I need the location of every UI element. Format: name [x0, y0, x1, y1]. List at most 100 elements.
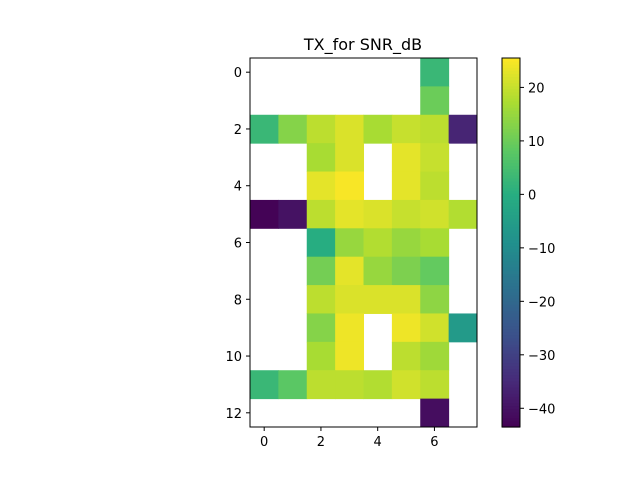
colorbar-segment: [502, 353, 520, 357]
colorbar-segment: [502, 171, 520, 176]
heatmap-cell: [306, 256, 336, 286]
heatmap-cell: [306, 228, 336, 258]
colorbar-segment: [502, 368, 520, 373]
colorbar-segment: [502, 279, 520, 284]
heatmap-cell: [335, 285, 365, 314]
colorbar-segment: [502, 156, 520, 161]
colorbar-gradient: [502, 58, 520, 428]
colorbar-segment: [502, 141, 520, 145]
colorbar-segment: [502, 239, 520, 244]
colorbar-segment: [502, 82, 520, 87]
colorbar-segment: [502, 190, 520, 194]
colorbar-segment: [502, 270, 520, 274]
colorbar-segment: [502, 340, 520, 345]
colorbar-segment: [502, 288, 520, 293]
heatmap-cell: [391, 228, 421, 258]
x-tick-label: 0: [260, 435, 268, 450]
heatmap-cell: [306, 370, 336, 400]
x-tick-label: 2: [317, 435, 325, 450]
colorbar-segment: [502, 150, 520, 154]
colorbar-segment: [502, 79, 520, 84]
colorbar-segment: [502, 162, 520, 167]
colorbar-segment: [502, 147, 520, 151]
colorbar-segment: [502, 423, 520, 428]
colorbar-segment: [502, 257, 520, 262]
colorbar-segment: [502, 205, 520, 210]
heatmap-cell: [335, 313, 365, 343]
colorbar-segment: [502, 110, 520, 114]
heatmap-cell: [420, 341, 450, 371]
colorbar-segment: [502, 254, 520, 259]
heatmap-cell: [448, 313, 478, 343]
colorbar-segment: [502, 264, 520, 268]
colorbar-segment: [502, 313, 520, 317]
colorbar-segment: [502, 356, 520, 360]
colorbar-segment: [502, 97, 520, 102]
heatmap-cell: [335, 114, 365, 144]
colorbar-segment: [502, 104, 520, 108]
colorbar-frame: [501, 57, 521, 428]
y-tick-label: 2: [234, 123, 242, 138]
colorbar-segment: [502, 319, 520, 324]
heatmap-cell: [335, 228, 365, 258]
colorbar-segment: [502, 408, 520, 413]
colorbar-axis: 20 10 0 −10 −20 −30 −40: [520, 81, 555, 417]
colorbar-segment: [502, 359, 520, 364]
heatmap-cell: [420, 199, 450, 229]
colorbar-segment: [502, 267, 520, 271]
colorbar-tick-label: −40: [528, 402, 555, 417]
colorbar-segment: [502, 177, 520, 182]
y-tick-label: 12: [225, 407, 242, 422]
colorbar-segment: [502, 137, 520, 142]
colorbar-segment: [502, 325, 520, 330]
heatmap-cell: [363, 199, 393, 229]
colorbar-segment: [502, 70, 520, 74]
heatmap-cell: [391, 370, 421, 400]
colorbar-segment: [502, 390, 520, 394]
colorbar-segment: [502, 402, 520, 407]
heatmap-cell: [335, 171, 365, 201]
colorbar-segment: [502, 224, 520, 228]
colorbar-tick-label: −10: [528, 242, 555, 257]
colorbar-segment: [502, 374, 520, 379]
heatmap-cell: [391, 285, 421, 314]
colorbar-tick-label: −20: [528, 295, 555, 310]
colorbar-segment: [502, 260, 520, 265]
colorbar-segment: [502, 276, 520, 280]
heatmap-cell: [306, 341, 336, 371]
colorbar-segment: [502, 217, 520, 222]
heatmap-cell: [335, 256, 365, 286]
heatmap-cell: [363, 114, 393, 144]
heatmap-cell: [363, 370, 393, 400]
colorbar-segment: [502, 331, 520, 336]
colorbar-segment: [502, 233, 520, 237]
colorbar-segment: [502, 119, 520, 124]
heatmap-cell: [420, 114, 450, 144]
heatmap-cell: [306, 171, 336, 201]
heatmap-cell: [420, 143, 450, 173]
colorbar-segment: [502, 371, 520, 376]
colorbar-segment: [502, 168, 520, 173]
heatmap-cell: [306, 199, 336, 229]
colorbar-segment: [502, 310, 520, 314]
colorbar-segment: [502, 61, 520, 65]
colorbar-segment: [502, 159, 520, 164]
colorbar-segment: [502, 230, 520, 234]
colorbar-segment: [502, 291, 520, 296]
heatmap-cell: [420, 370, 450, 400]
colorbar-segment: [502, 184, 520, 188]
heatmap-cell: [420, 398, 450, 428]
colorbar-segment: [502, 399, 520, 403]
colorbar-segment: [502, 113, 520, 118]
colorbar-segment: [502, 362, 520, 367]
colorbar-segment: [502, 383, 520, 388]
colorbar-segment: [502, 414, 520, 419]
x-axis: 0 2 4 6: [260, 427, 439, 450]
heatmap-cell: [250, 370, 279, 400]
colorbar-segment: [502, 334, 520, 339]
heatmap-cell: [420, 86, 450, 116]
colorbar-segment: [502, 181, 520, 185]
colorbar-segment: [502, 316, 520, 320]
heatmap-cell: [391, 313, 421, 343]
heatmap-cell: [391, 199, 421, 229]
